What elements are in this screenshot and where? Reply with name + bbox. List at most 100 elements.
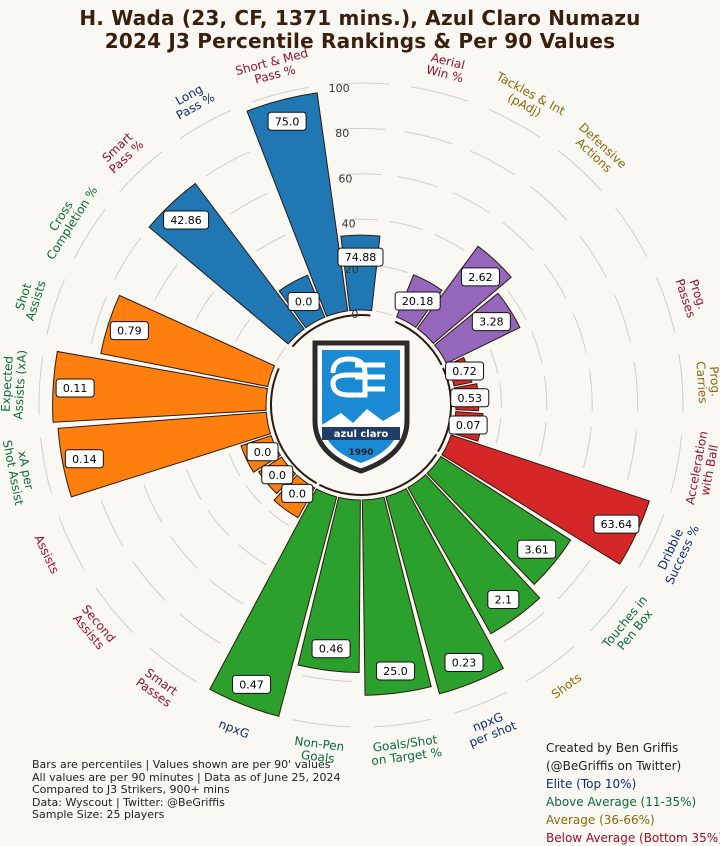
group-ring <box>318 453 438 496</box>
grid-arc <box>268 510 290 527</box>
grid-arc <box>245 484 263 505</box>
grid-arc <box>58 516 85 570</box>
grid-arc <box>235 319 250 342</box>
svg-text:Carries: Carries <box>693 361 710 404</box>
grid-arc <box>489 349 499 374</box>
grid-arc <box>228 453 241 477</box>
grid-arc <box>557 560 591 600</box>
grid-arc <box>589 585 628 632</box>
category-label-4: Prog.Passes <box>672 277 709 320</box>
chart-title: H. Wada (23, CF, 1371 mins.), Azul Claro… <box>79 6 641 30</box>
value-box <box>267 111 307 131</box>
grid-arc <box>488 109 541 138</box>
value-box <box>163 210 210 230</box>
value-label-12: 0.46 <box>319 643 344 656</box>
grid-arc <box>389 220 423 231</box>
grid-arc <box>132 561 166 601</box>
bar-12 <box>297 496 361 674</box>
grid-arc <box>615 207 648 258</box>
grid-arc <box>470 150 516 176</box>
grid-arc <box>334 127 386 131</box>
value-box <box>376 661 416 681</box>
grid-arc <box>543 262 567 299</box>
value-box <box>311 639 351 659</box>
logo-text: azul claro <box>334 429 389 440</box>
value-box <box>55 378 95 398</box>
grid-arc <box>452 192 490 214</box>
bar-17 <box>57 411 272 498</box>
legend: Created by Ben Griffis (@BeGriffis on Tw… <box>546 739 720 846</box>
grid-arc <box>114 236 142 280</box>
grid-arc <box>251 86 309 103</box>
footnote-line: Sample Size: 25 players <box>32 808 165 822</box>
footnote-line: All values are per 90 minutes | Data as … <box>32 770 341 784</box>
footnote-line: Data: Wyscout | Twitter: @BeGriffis <box>32 795 225 809</box>
grid-arc <box>143 484 163 523</box>
group-ring <box>270 367 318 485</box>
value-label-7: 63.64 <box>601 518 633 531</box>
grid-arc <box>670 435 683 493</box>
grid-arc <box>73 209 106 260</box>
grid-arc <box>502 221 534 252</box>
value-label-17: 0.14 <box>72 453 97 466</box>
value-label-24: 74.88 <box>345 251 377 264</box>
value-box <box>460 267 500 287</box>
svg-text:Non-Pen: Non-Pen <box>294 734 345 754</box>
bar-18 <box>52 350 269 423</box>
radial-tick-label: 80 <box>335 127 349 140</box>
grid-arc <box>208 579 244 605</box>
radial-tick-label: 100 <box>329 82 350 95</box>
grid-arc <box>375 310 393 316</box>
credit-line: Created by Ben Griffis <box>546 741 679 755</box>
grid-arc <box>256 234 287 252</box>
grid-arc <box>343 218 378 221</box>
grid-arc <box>452 691 508 715</box>
category-label-1: Tackles & Int(pAdj) <box>493 69 568 120</box>
grid-arc <box>330 82 390 85</box>
legend-average: Average (36-66%) <box>546 813 655 827</box>
value-label-18: 0.11 <box>63 382 88 395</box>
grid-arc <box>119 151 163 193</box>
grid-arc <box>230 193 268 215</box>
value-box <box>232 674 272 694</box>
value-label-1: 20.18 <box>402 295 434 308</box>
grid-arc <box>544 375 548 410</box>
svg-text:Goals: Goals <box>300 748 335 766</box>
club-logo: azul claro 1990 <box>312 340 410 474</box>
grid-arc <box>526 646 575 682</box>
grid-arc <box>638 513 665 568</box>
grid-arc <box>507 290 527 320</box>
grid-arc <box>275 346 286 363</box>
grid-arc <box>558 150 602 191</box>
value-box <box>445 361 485 381</box>
group-ring <box>394 320 443 366</box>
svg-text:npxG: npxG <box>217 717 252 742</box>
footnote-line: Bars are percentiles | Values shown are … <box>32 758 331 771</box>
bar-13 <box>209 488 338 717</box>
grid-arc <box>170 536 198 569</box>
value-box <box>246 442 279 462</box>
value-box <box>109 321 149 341</box>
bar-10 <box>385 487 505 695</box>
value-label-6: 0.07 <box>456 419 481 432</box>
value-box <box>287 291 320 311</box>
value-label-16: 0.0 <box>254 446 272 459</box>
bar-23 <box>246 92 349 318</box>
grid-arc <box>633 361 639 412</box>
svg-text:Expected: Expected <box>0 356 16 413</box>
value-label-8: 3.61 <box>524 543 549 556</box>
value-box <box>394 291 441 311</box>
grid-arc <box>495 418 502 444</box>
value-box <box>450 388 490 408</box>
